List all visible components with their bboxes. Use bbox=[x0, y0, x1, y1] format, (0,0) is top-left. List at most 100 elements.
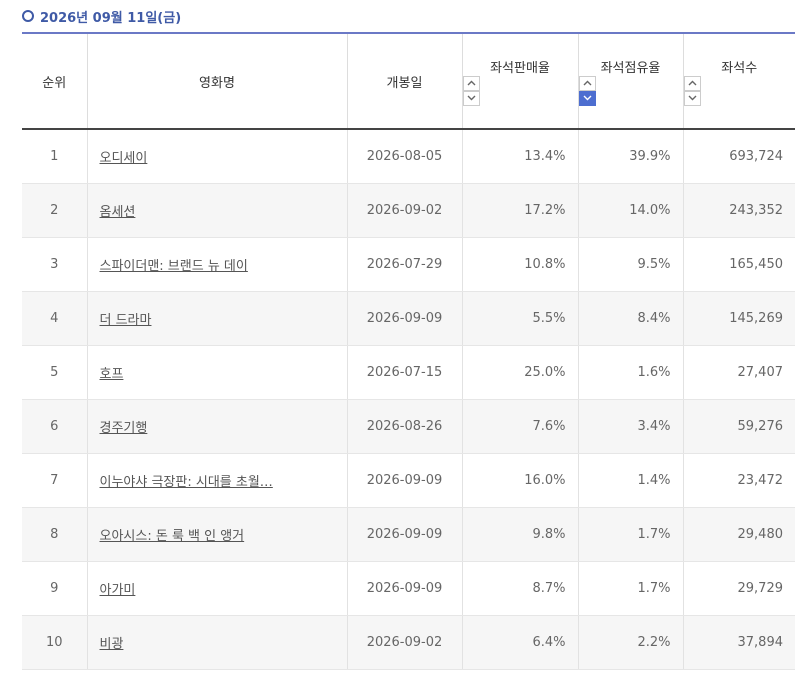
movie-title-link[interactable]: 오아시스: 돈 룩 백 인 앵거 bbox=[99, 529, 245, 544]
table-row: 6 경주기행 2026-08-26 7.6% 3.4% 59,276 bbox=[22, 399, 795, 454]
column-header: 좌석판매율 bbox=[461, 33, 578, 130]
table-cell: 6.4% bbox=[461, 615, 578, 670]
table-cell: 1 bbox=[22, 129, 87, 184]
table-row: 3 스파이더맨: 브랜드 뉴 데이 2026-07-29 10.8% 9.5% 165,4… bbox=[22, 237, 795, 292]
table-cell: 16.0% bbox=[461, 453, 578, 508]
table-cell: 29,729 bbox=[682, 561, 795, 616]
movie-title-link[interactable]: 오디세이 bbox=[99, 151, 148, 166]
table-cell: 호프 bbox=[86, 345, 347, 400]
table-cell: 2026-09-09 bbox=[346, 291, 462, 346]
table-cell: 9 bbox=[22, 561, 87, 616]
table-cell: 이누야샤 극장판: 시대를 초월… bbox=[86, 453, 347, 508]
table-row: 1 오디세이 2026-08-05 13.4% 39.9% 693,724 bbox=[22, 129, 795, 184]
table-cell: 2026-09-09 bbox=[346, 507, 462, 562]
date-heading: 2026년 09월 11일(금) bbox=[22, 6, 181, 26]
header-row: 순위 영화명 개봉일 좌석판매율 좌석점유율 좌석수 bbox=[22, 33, 796, 130]
table-cell: 더 드라마 bbox=[86, 291, 347, 346]
table-head: 순위 영화명 개봉일 좌석판매율 좌석점유율 좌석수 bbox=[22, 33, 796, 130]
table-cell: 스파이더맨: 브랜드 뉴 데이 bbox=[86, 237, 347, 292]
table-cell: 5 bbox=[22, 345, 87, 400]
movie-title-link[interactable]: 이누야샤 극장판: 시대를 초월… bbox=[99, 475, 273, 490]
movie-title-link[interactable]: 비광 bbox=[99, 637, 124, 652]
table-cell: 아가미 bbox=[86, 561, 347, 616]
sort-buttons bbox=[683, 75, 796, 106]
table-cell: 2026-09-02 bbox=[346, 183, 462, 238]
table-cell: 27,407 bbox=[682, 345, 795, 400]
table-cell: 25.0% bbox=[461, 345, 578, 400]
table-cell: 3 bbox=[22, 237, 87, 292]
table-row: 9 아가미 2026-09-09 8.7% 1.7% 29,729 bbox=[22, 561, 795, 616]
table-cell: 옴세션 bbox=[86, 183, 347, 238]
sort-descending[interactable] bbox=[578, 90, 596, 106]
table-cell: 9.5% bbox=[577, 237, 683, 292]
column-label: 개봉일 bbox=[386, 75, 423, 91]
column-header: 좌석수 bbox=[682, 33, 796, 130]
date-text: 2026년 09월 11일(금) bbox=[40, 10, 182, 26]
table-cell: 2026-08-26 bbox=[346, 399, 462, 454]
table-cell: 243,352 bbox=[682, 183, 795, 238]
table-cell: 13.4% bbox=[461, 129, 578, 184]
table-cell: 비광 bbox=[86, 615, 347, 670]
table-cell: 165,450 bbox=[682, 237, 795, 292]
sort-ascending[interactable] bbox=[578, 75, 596, 91]
table-cell: 10 bbox=[22, 615, 87, 670]
table-cell: 1.4% bbox=[577, 453, 683, 508]
table-cell: 2026-08-05 bbox=[346, 129, 462, 184]
column-header: 영화명 bbox=[86, 33, 347, 130]
table-cell: 2 bbox=[22, 183, 87, 238]
table-cell: 8.7% bbox=[461, 561, 578, 616]
sort-ascending[interactable] bbox=[462, 75, 480, 91]
table-cell: 경주기행 bbox=[86, 399, 347, 454]
movie-title-link[interactable]: 호프 bbox=[99, 367, 124, 382]
table-cell: 29,480 bbox=[682, 507, 795, 562]
movie-title-link[interactable]: 아가미 bbox=[99, 583, 136, 598]
table-cell: 2.2% bbox=[577, 615, 683, 670]
table-cell: 오아시스: 돈 룩 백 인 앵거 bbox=[86, 507, 347, 562]
table-cell: 693,724 bbox=[682, 129, 795, 184]
bullet-icon bbox=[22, 10, 34, 22]
table-cell: 4 bbox=[22, 291, 87, 346]
column-header: 개봉일 bbox=[346, 33, 462, 130]
column-label: 순위 bbox=[42, 75, 67, 91]
table-cell: 1.7% bbox=[577, 561, 683, 616]
table-cell: 5.5% bbox=[461, 291, 578, 346]
table-cell: 2026-09-09 bbox=[346, 561, 462, 616]
table-cell: 8.4% bbox=[577, 291, 683, 346]
table-cell: 59,276 bbox=[682, 399, 795, 454]
table-cell: 145,269 bbox=[682, 291, 795, 346]
table-cell: 오디세이 bbox=[86, 129, 347, 184]
column-header: 순위 bbox=[22, 33, 87, 130]
movie-title-link[interactable]: 옴세션 bbox=[99, 205, 136, 220]
column-label: 좌석점유율 bbox=[600, 60, 661, 76]
table-row: 2 옴세션 2026-09-02 17.2% 14.0% 243,352 bbox=[22, 183, 795, 238]
movie-title-link[interactable]: 스파이더맨: 브랜드 뉴 데이 bbox=[99, 259, 248, 274]
table-cell: 2026-09-02 bbox=[346, 615, 462, 670]
table-cell: 6 bbox=[22, 399, 87, 454]
sort-ascending[interactable] bbox=[683, 75, 701, 91]
table-cell: 8 bbox=[22, 507, 87, 562]
sort-descending[interactable] bbox=[462, 90, 480, 106]
table-cell: 9.8% bbox=[461, 507, 578, 562]
movie-title-link[interactable]: 경주기행 bbox=[99, 421, 148, 436]
ranking-table: 순위 영화명 개봉일 좌석판매율 좌석점유율 좌석수 1 오디세이 2026-08-05 13.… bbox=[22, 32, 795, 670]
table-row: 4 더 드라마 2026-09-09 5.5% 8.4% 145,269 bbox=[22, 291, 795, 346]
table-cell: 7.6% bbox=[461, 399, 578, 454]
movie-title-link[interactable]: 더 드라마 bbox=[99, 313, 152, 328]
table-cell: 23,472 bbox=[682, 453, 795, 508]
table-cell: 10.8% bbox=[461, 237, 578, 292]
table-cell: 7 bbox=[22, 453, 87, 508]
table-cell: 37,894 bbox=[682, 615, 795, 670]
table-row: 7 이누야샤 극장판: 시대를 초월… 2026-09-09 16.0% 1.4% 23,… bbox=[22, 453, 795, 508]
table-cell: 17.2% bbox=[461, 183, 578, 238]
sort-descending[interactable] bbox=[683, 90, 701, 106]
table-cell: 2026-09-09 bbox=[346, 453, 462, 508]
table-body: 1 오디세이 2026-08-05 13.4% 39.9% 693,724 2 옴세션 2026… bbox=[22, 129, 795, 670]
column-label: 영화명 bbox=[199, 75, 235, 91]
sort-buttons bbox=[578, 75, 683, 106]
table-cell: 14.0% bbox=[577, 183, 683, 238]
table-cell: 39.9% bbox=[577, 129, 683, 184]
column-label: 좌석판매율 bbox=[490, 60, 550, 76]
table-row: 10 비광 2026-09-02 6.4% 2.2% 37,894 bbox=[22, 615, 795, 670]
